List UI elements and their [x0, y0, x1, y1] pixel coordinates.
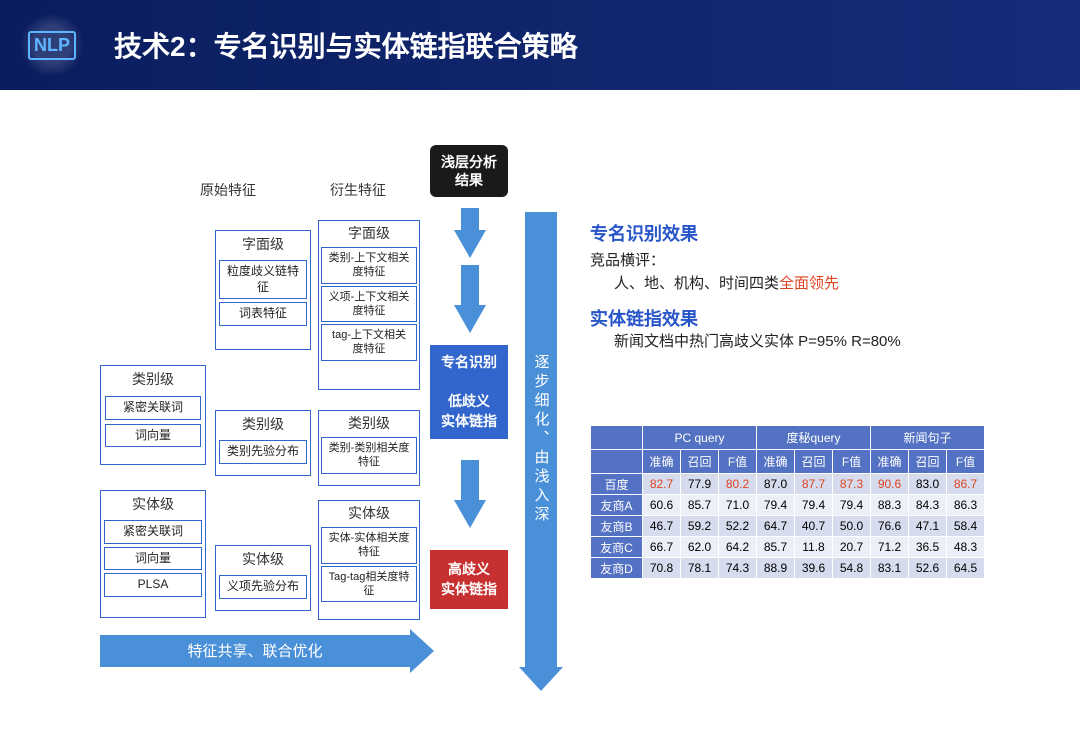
mid-m1-i0: 粒度歧义链特征 — [219, 260, 307, 299]
der-d1-label: 字面级 — [319, 221, 419, 245]
der-d2-label: 类别级 — [319, 411, 419, 435]
raw-group-category: 类别级 紧密关联词 词向量 — [100, 365, 206, 465]
raw-group-entity: 实体级 紧密关联词 词向量 PLSA — [100, 490, 206, 618]
der-d1-i2: tag-上下文相关度特征 — [321, 324, 417, 361]
raw-g1-i1: 词向量 — [105, 424, 201, 448]
nlp-logo: NLP — [20, 13, 84, 77]
link-result-title: 实体链指效果 — [590, 305, 1020, 331]
der-d2-i0: 类别-类别相关度特征 — [321, 437, 417, 474]
mid-m3-label: 实体级 — [216, 546, 310, 572]
raw-g2-i2: PLSA — [104, 573, 202, 597]
der-d1-i1: 义项-上下文相关度特征 — [321, 286, 417, 323]
arrow-feature-share: 特征共享、联合优化 — [100, 635, 410, 667]
arrow-1b — [454, 265, 486, 333]
col-header-raw: 原始特征 — [200, 180, 256, 200]
arrow-refine: 逐步细化、由浅入深 — [525, 212, 557, 667]
mid-m2-label: 类别级 — [216, 411, 310, 437]
der-group-category: 类别级 类别-类别相关度特征 — [318, 410, 420, 486]
right-panel: 专名识别效果 竞品横评： 人、地、机构、时间四类全面领先 实体链指效果 新闻文档… — [590, 220, 1020, 354]
arrow-h-text: 特征共享、联合优化 — [187, 643, 322, 660]
results-table-wrap: PC query度秘query新闻句子准确召回F值准确召回F值准确召回F值百度8… — [590, 425, 985, 579]
der-group-entity: 实体级 实体-实体相关度特征 Tag-tag相关度特征 — [318, 500, 420, 620]
mid-m2-i0: 类别先验分布 — [219, 440, 307, 464]
arrow-2 — [454, 460, 486, 528]
der-d3-i1: Tag-tag相关度特征 — [321, 566, 417, 603]
slide-content: 原始特征 衍生特征 浅层分析 结果 专名识别 低歧义 实体链指 高歧义 实体链指… — [0, 90, 1080, 733]
mid-m1-i1: 词表特征 — [219, 302, 307, 326]
node-mid-text: 专名识别 低歧义 实体链指 — [441, 354, 497, 429]
node-bot-text: 高歧义 实体链指 — [441, 561, 497, 597]
ner-line1: 竞品横评： — [590, 250, 1020, 273]
der-d3-i0: 实体-实体相关度特征 — [321, 527, 417, 564]
slide-title: 技术2：专名识别与实体链指联合策略 — [114, 25, 578, 65]
slide-header: NLP 技术2：专名识别与实体链指联合策略 — [0, 0, 1080, 90]
logo-text: NLP — [28, 31, 76, 60]
link-line1: 新闻文档中热门高歧义实体 P=95% R=80% — [590, 331, 1020, 354]
ner-line2a: 人、地、机构、时间四类 — [614, 275, 779, 292]
mid-group-surface: 字面级 粒度歧义链特征 词表特征 — [215, 230, 311, 350]
der-d3-label: 实体级 — [319, 501, 419, 525]
results-table: PC query度秘query新闻句子准确召回F值准确召回F值准确召回F值百度8… — [590, 425, 985, 579]
raw-g2-label: 实体级 — [101, 491, 205, 517]
node-shallow-analysis: 浅层分析 结果 — [430, 145, 508, 197]
node-shallow-text: 浅层分析 结果 — [441, 154, 497, 188]
arrow-1 — [454, 208, 486, 258]
node-highamb: 高歧义 实体链指 — [430, 550, 508, 609]
raw-g1-label: 类别级 — [101, 366, 205, 392]
ner-result-title: 专名识别效果 — [590, 220, 1020, 246]
arrow-v-text: 逐步细化、由浅入深 — [531, 354, 552, 525]
der-group-surface: 字面级 类别-上下文相关度特征 义项-上下文相关度特征 tag-上下文相关度特征 — [318, 220, 420, 390]
mid-m1-label: 字面级 — [216, 231, 310, 257]
raw-g2-i0: 紧密关联词 — [104, 520, 202, 544]
raw-g1-i0: 紧密关联词 — [105, 396, 201, 420]
ner-line2b: 全面领先 — [779, 275, 839, 292]
raw-g2-i1: 词向量 — [104, 547, 202, 571]
col-header-derived: 衍生特征 — [330, 180, 386, 200]
mid-group-category: 类别级 类别先验分布 — [215, 410, 311, 476]
node-ner-lowamb: 专名识别 低歧义 实体链指 — [430, 345, 508, 439]
mid-group-entity: 实体级 义项先验分布 — [215, 545, 311, 611]
mid-m3-i0: 义项先验分布 — [219, 575, 307, 599]
der-d1-i0: 类别-上下文相关度特征 — [321, 247, 417, 284]
